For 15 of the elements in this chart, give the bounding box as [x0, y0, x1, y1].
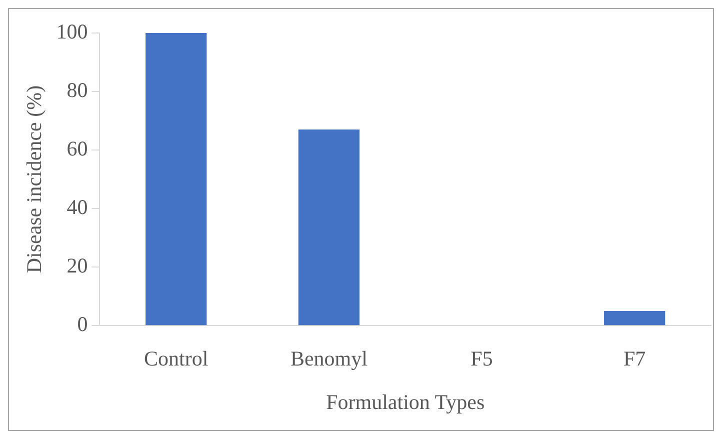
y-tick-label: 100: [56, 20, 88, 44]
y-axis-title: Disease incidence (%): [22, 85, 46, 274]
x-axis-title: Formulation Types: [326, 390, 485, 414]
bar: [604, 310, 666, 326]
y-tick-label: 40: [66, 195, 88, 220]
y-tick-label: 0: [77, 312, 88, 336]
y-tick-label: 80: [66, 78, 88, 102]
x-tick-label: Control: [144, 346, 208, 371]
y-tick-label: 60: [66, 136, 88, 161]
x-tick-label: F5: [470, 346, 493, 371]
bar: [146, 33, 207, 326]
x-tick-label: Benomyl: [290, 346, 368, 371]
x-tick-label: F7: [623, 346, 646, 371]
y-tick-label: 20: [66, 254, 88, 278]
bar: [298, 130, 360, 326]
